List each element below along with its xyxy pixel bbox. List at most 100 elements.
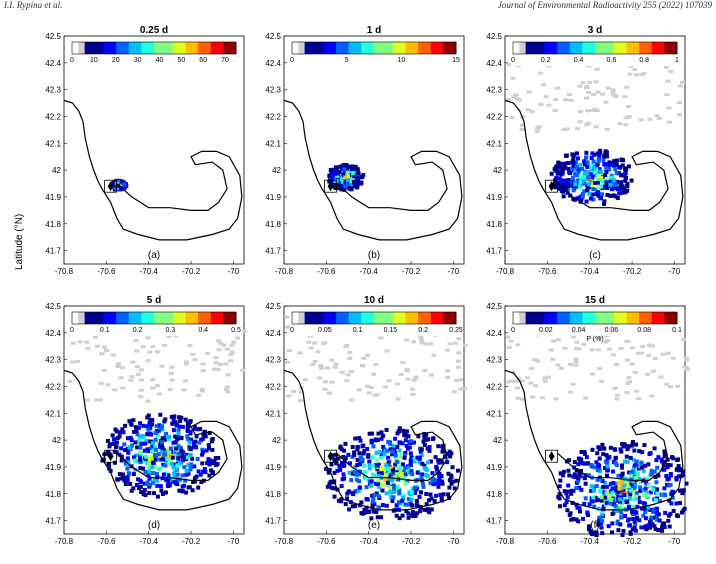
heat-cell xyxy=(582,450,587,455)
colorbar-seg xyxy=(292,42,299,54)
zero-cell xyxy=(627,72,633,76)
heat-cell xyxy=(586,174,591,179)
heat-cell xyxy=(582,189,587,194)
heat-cell xyxy=(180,473,185,478)
heat-cell xyxy=(371,444,376,449)
colorbar-tick-label: 0.5 xyxy=(231,327,241,334)
heat-cell xyxy=(147,476,152,481)
heat-cell xyxy=(391,475,396,480)
heat-cell xyxy=(181,454,186,459)
heat-cell xyxy=(164,431,169,436)
heat-cell xyxy=(670,455,675,460)
zero-cell xyxy=(99,352,105,356)
zero-cell xyxy=(654,114,660,118)
heat-cell xyxy=(621,444,626,449)
heat-cell xyxy=(397,516,402,521)
release-marker xyxy=(548,451,555,462)
heat-cell xyxy=(164,459,169,464)
zero-cell xyxy=(70,341,76,345)
heat-cell xyxy=(138,478,143,483)
zero-cell xyxy=(623,116,629,120)
heat-cell xyxy=(619,486,624,491)
heat-cell xyxy=(594,498,599,503)
heat-cell xyxy=(662,524,667,529)
heat-cell xyxy=(353,503,358,508)
heat-cell xyxy=(639,525,644,530)
heat-cell xyxy=(343,456,348,461)
heat-cell xyxy=(627,504,632,509)
heat-cell xyxy=(119,186,124,191)
zero-cell xyxy=(617,122,623,126)
zero-cell xyxy=(366,391,372,395)
heat-cell xyxy=(155,483,160,488)
heat-cell xyxy=(400,462,405,467)
heat-cell xyxy=(357,479,362,484)
heat-cell xyxy=(126,471,131,476)
colorbar-seg xyxy=(166,42,174,54)
heat-cell xyxy=(370,502,375,507)
colorbar-tick-label: 0.15 xyxy=(384,327,398,334)
heat-cell xyxy=(599,521,604,526)
heat-cell xyxy=(596,157,601,162)
zero-cell xyxy=(506,346,512,350)
y-tick-label: 41.7 xyxy=(486,247,502,256)
x-tick-label: -70.4 xyxy=(581,267,600,276)
zero-cell xyxy=(398,373,404,377)
heat-cell xyxy=(387,483,392,488)
heat-cell xyxy=(400,513,405,518)
y-tick-label: 42.3 xyxy=(486,86,502,95)
heat-cell xyxy=(653,527,658,532)
heat-cell xyxy=(180,424,185,429)
zero-cell xyxy=(428,342,434,346)
heat-cell xyxy=(383,448,388,453)
heat-cell xyxy=(610,511,615,516)
zero-cell xyxy=(573,346,579,350)
heat-cell xyxy=(177,488,182,493)
colorbar-tick-label: 0.1 xyxy=(672,327,682,334)
heat-cell xyxy=(414,498,419,503)
heat-cell xyxy=(607,167,612,172)
heat-cell xyxy=(433,478,438,483)
heat-cell xyxy=(133,440,138,445)
colorbar-seg xyxy=(443,42,451,54)
heat-cell xyxy=(658,499,663,504)
heat-cell xyxy=(371,472,376,477)
heat-cell xyxy=(156,457,161,462)
heat-cell xyxy=(200,447,205,452)
heat-cell xyxy=(397,440,402,445)
zero-cell xyxy=(593,125,599,129)
heat-cell xyxy=(620,190,625,195)
heat-cell xyxy=(613,504,618,509)
zero-cell xyxy=(139,378,145,382)
colorbar-seg xyxy=(135,312,142,324)
heat-cell xyxy=(163,463,168,468)
heat-cell xyxy=(603,167,608,172)
heat-cell xyxy=(352,167,357,172)
heat-cell xyxy=(358,438,363,443)
heat-cell xyxy=(574,164,579,169)
colorbar-seg xyxy=(122,42,130,54)
heat-cell xyxy=(195,427,200,432)
zero-cell xyxy=(546,103,552,107)
heat-cell xyxy=(554,168,559,173)
colorbar-tick-label: 1 xyxy=(675,57,679,64)
heat-cell xyxy=(131,472,136,477)
colorbar-frame xyxy=(291,41,457,55)
colorbar-seg xyxy=(538,312,546,324)
zero-cell xyxy=(515,343,521,347)
colorbar-seg xyxy=(607,42,615,54)
heat-cell xyxy=(188,447,193,452)
heat-cell xyxy=(611,178,616,183)
heat-cell xyxy=(172,414,177,419)
heat-cell xyxy=(355,463,360,468)
zero-cell xyxy=(543,95,549,99)
heat-cell xyxy=(643,486,648,491)
zero-cell xyxy=(618,346,624,350)
heat-cell xyxy=(336,181,341,186)
heat-cell xyxy=(373,438,378,443)
heat-cell xyxy=(565,489,570,494)
zero-cell xyxy=(347,356,353,360)
colorbar-seg xyxy=(588,312,596,324)
zero-cell xyxy=(680,338,686,342)
heat-cell xyxy=(193,426,198,431)
